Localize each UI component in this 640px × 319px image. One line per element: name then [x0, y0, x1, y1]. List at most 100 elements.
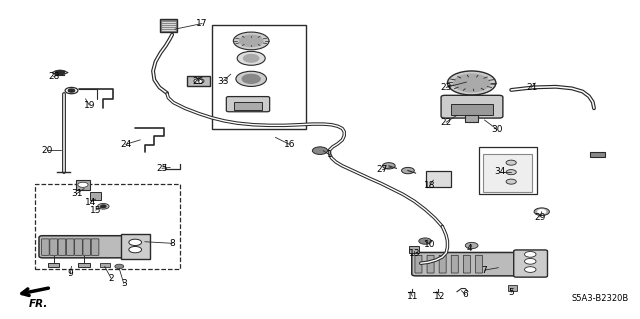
Circle shape	[447, 71, 496, 95]
Text: 34: 34	[494, 167, 506, 176]
FancyBboxPatch shape	[58, 239, 66, 255]
FancyBboxPatch shape	[476, 255, 483, 273]
FancyBboxPatch shape	[120, 234, 150, 259]
Bar	[212, 25, 306, 130]
Text: FR.: FR.	[29, 299, 48, 309]
Text: 2: 2	[108, 274, 114, 283]
Text: 15: 15	[90, 206, 102, 215]
Circle shape	[194, 78, 204, 84]
FancyBboxPatch shape	[42, 239, 49, 255]
Circle shape	[78, 182, 88, 187]
Circle shape	[506, 179, 516, 184]
FancyBboxPatch shape	[451, 104, 493, 115]
Text: 12: 12	[434, 292, 445, 300]
FancyBboxPatch shape	[465, 115, 478, 122]
Text: 28: 28	[48, 72, 60, 81]
Text: 10: 10	[424, 240, 435, 249]
FancyBboxPatch shape	[427, 255, 434, 273]
Circle shape	[525, 258, 536, 264]
Circle shape	[129, 247, 141, 253]
FancyBboxPatch shape	[39, 236, 129, 258]
Circle shape	[129, 239, 141, 246]
FancyBboxPatch shape	[160, 19, 177, 32]
Text: 30: 30	[492, 125, 503, 134]
FancyBboxPatch shape	[412, 252, 525, 276]
Circle shape	[68, 89, 75, 92]
Circle shape	[383, 163, 395, 169]
FancyBboxPatch shape	[79, 263, 90, 267]
Circle shape	[237, 51, 265, 65]
Circle shape	[240, 35, 262, 47]
Text: 13: 13	[408, 249, 420, 258]
FancyBboxPatch shape	[426, 171, 451, 187]
FancyBboxPatch shape	[590, 152, 605, 157]
Text: 1: 1	[326, 150, 332, 159]
FancyBboxPatch shape	[415, 255, 422, 273]
FancyBboxPatch shape	[100, 263, 109, 267]
Circle shape	[98, 204, 109, 209]
Text: 25: 25	[156, 164, 168, 173]
Text: 14: 14	[85, 198, 96, 207]
FancyBboxPatch shape	[451, 255, 458, 273]
Circle shape	[244, 55, 259, 62]
Text: S5A3-B2320B: S5A3-B2320B	[572, 294, 629, 303]
Bar	[479, 147, 537, 194]
Bar	[35, 184, 180, 269]
Circle shape	[56, 70, 65, 75]
FancyBboxPatch shape	[408, 246, 419, 253]
Text: 23: 23	[440, 83, 452, 92]
Text: 22: 22	[440, 118, 452, 127]
Circle shape	[312, 147, 328, 154]
Circle shape	[465, 242, 478, 249]
FancyBboxPatch shape	[514, 250, 547, 277]
Text: 16: 16	[284, 140, 295, 149]
Text: 11: 11	[406, 292, 418, 300]
Circle shape	[236, 71, 266, 86]
FancyBboxPatch shape	[92, 239, 99, 255]
Text: 17: 17	[196, 19, 208, 28]
FancyBboxPatch shape	[463, 255, 470, 273]
FancyBboxPatch shape	[75, 239, 83, 255]
Circle shape	[506, 170, 516, 175]
Circle shape	[525, 251, 536, 257]
FancyBboxPatch shape	[483, 154, 532, 192]
Circle shape	[454, 74, 490, 92]
Circle shape	[534, 208, 549, 215]
FancyBboxPatch shape	[227, 97, 269, 112]
Text: 9: 9	[67, 270, 73, 278]
Circle shape	[234, 32, 269, 50]
FancyBboxPatch shape	[234, 102, 262, 109]
Text: 3: 3	[121, 279, 127, 288]
Circle shape	[401, 167, 414, 174]
Circle shape	[243, 74, 260, 83]
Circle shape	[525, 267, 536, 272]
Text: 18: 18	[424, 181, 435, 190]
Text: 20: 20	[42, 145, 53, 154]
Text: 6: 6	[463, 290, 468, 299]
Circle shape	[100, 205, 106, 208]
FancyBboxPatch shape	[83, 239, 91, 255]
Text: 24: 24	[120, 140, 131, 149]
Text: 26: 26	[192, 77, 204, 85]
Text: 5: 5	[508, 288, 514, 297]
FancyBboxPatch shape	[441, 95, 503, 118]
FancyBboxPatch shape	[50, 239, 58, 255]
FancyBboxPatch shape	[90, 192, 101, 200]
Text: 8: 8	[170, 239, 175, 248]
Text: 7: 7	[481, 266, 487, 275]
Text: 31: 31	[71, 189, 83, 198]
Circle shape	[115, 264, 124, 269]
Circle shape	[506, 160, 516, 165]
FancyBboxPatch shape	[76, 180, 90, 189]
FancyBboxPatch shape	[508, 285, 517, 291]
FancyBboxPatch shape	[439, 255, 446, 273]
Text: 19: 19	[84, 100, 95, 110]
FancyBboxPatch shape	[188, 76, 211, 86]
Text: 33: 33	[218, 77, 229, 85]
Text: 4: 4	[467, 244, 472, 253]
Circle shape	[419, 238, 431, 244]
Text: 21: 21	[526, 83, 537, 92]
FancyBboxPatch shape	[48, 263, 60, 267]
Text: 29: 29	[534, 212, 545, 222]
FancyBboxPatch shape	[67, 239, 74, 255]
